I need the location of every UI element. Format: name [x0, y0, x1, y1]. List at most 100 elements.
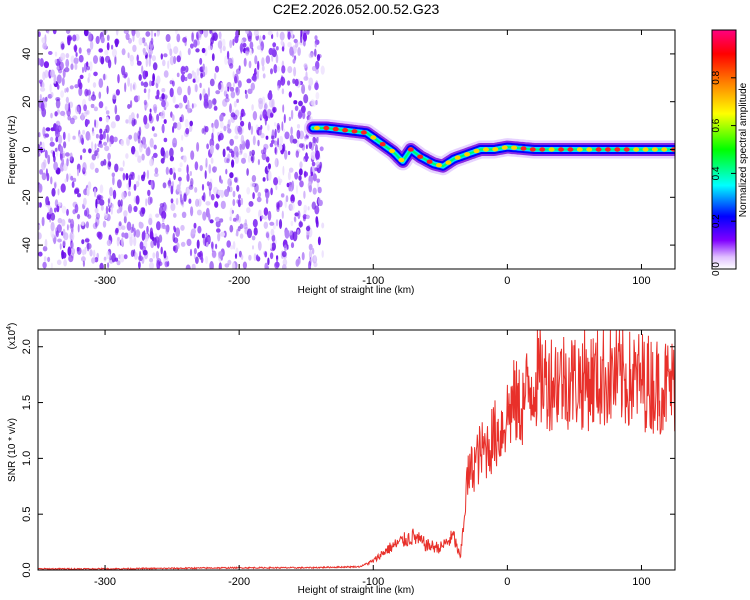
noise-cell	[288, 116, 291, 122]
noise-cell	[138, 37, 143, 46]
noise-cell	[236, 213, 240, 221]
noise-cell	[159, 203, 165, 208]
noise-cell	[88, 96, 92, 102]
spectrogram-x-tick-label: 0	[504, 275, 510, 287]
noise-cell	[240, 134, 245, 145]
noise-cell	[156, 221, 161, 231]
noise-cell	[287, 80, 291, 86]
noise-cell	[288, 167, 294, 173]
noise-cell	[68, 255, 74, 263]
spectrogram-y-tick-label: -20	[21, 189, 33, 205]
noise-cell	[250, 182, 255, 188]
spectrogram-y-label: Frequency (Hz)	[7, 116, 18, 185]
noise-cell	[316, 54, 321, 62]
noise-cell	[169, 55, 175, 66]
noise-cell	[135, 195, 140, 205]
noise-cell	[208, 181, 213, 191]
noise-cell	[223, 125, 227, 132]
noise-cell	[296, 184, 298, 195]
noise-cell	[102, 220, 107, 228]
noise-cell	[233, 100, 237, 108]
noise-cell	[173, 172, 177, 181]
noise-cell	[211, 122, 214, 128]
noise-cell	[168, 183, 172, 189]
noise-cell	[119, 253, 125, 263]
noise-cell	[127, 52, 130, 59]
noise-cell	[153, 144, 157, 150]
noise-cell	[303, 204, 308, 213]
noise-cell	[132, 82, 137, 91]
noise-cell	[212, 98, 217, 105]
noise-cell	[257, 139, 260, 147]
noise-cell	[169, 80, 174, 85]
noise-cell	[148, 113, 152, 122]
noise-cell	[196, 239, 200, 249]
noise-cell	[57, 202, 62, 207]
noise-cell	[246, 228, 253, 239]
noise-cell	[231, 209, 234, 214]
noise-cell	[82, 162, 87, 172]
noise-cell	[270, 243, 273, 250]
noise-cell	[78, 54, 84, 63]
noise-cell	[127, 104, 131, 109]
noise-cell	[307, 206, 310, 211]
signal-peak	[351, 129, 358, 134]
noise-cell	[117, 74, 120, 84]
noise-cell	[88, 72, 91, 79]
noise-cell	[41, 216, 45, 227]
noise-cell	[250, 125, 254, 135]
noise-cell	[94, 143, 97, 150]
signal-peak	[464, 152, 471, 157]
noise-cell	[176, 72, 180, 78]
signal-peak	[548, 147, 555, 152]
noise-cell	[85, 119, 90, 125]
noise-cell	[94, 167, 99, 173]
noise-cell	[77, 223, 80, 233]
noise-cell	[86, 187, 90, 197]
noise-cell	[64, 152, 70, 157]
spectrogram-y-tick-label: 20	[21, 96, 33, 108]
noise-cell	[215, 220, 221, 228]
noise-cell	[216, 228, 221, 233]
noise-cell	[174, 104, 179, 109]
noise-cell	[291, 30, 294, 39]
noise-cell	[163, 250, 167, 259]
noise-cell	[65, 53, 70, 59]
noise-cell	[206, 143, 210, 150]
noise-cell	[145, 31, 151, 37]
noise-cell	[275, 184, 278, 191]
noise-cell	[252, 245, 254, 250]
noise-cell	[152, 252, 156, 259]
noise-cell	[212, 124, 215, 134]
spectrogram-y-tick-label: 0	[21, 146, 33, 152]
noise-cell	[265, 232, 270, 239]
noise-cell	[250, 82, 255, 91]
noise-cell	[312, 136, 316, 144]
noise-cell	[142, 249, 148, 256]
noise-cell	[176, 55, 181, 63]
noise-cell	[211, 35, 216, 41]
noise-cell	[38, 232, 42, 240]
snr-x-ticks: -300 -200 -100 0 100	[94, 330, 651, 588]
noise-cell	[293, 38, 298, 44]
noise-cell	[140, 81, 144, 86]
spectrogram-x-label: Height of straight line (km)	[298, 285, 415, 296]
noise-cell	[201, 47, 206, 54]
noise-cell	[41, 172, 47, 181]
noise-cell	[91, 257, 96, 264]
noise-cell	[88, 148, 92, 154]
noise-cell	[151, 55, 156, 62]
noise-cell	[56, 84, 60, 90]
noise-cell	[79, 74, 84, 80]
noise-cell	[255, 124, 259, 131]
snr-x-tick-label: -200	[228, 576, 250, 588]
noise-cell	[125, 153, 129, 159]
noise-cell	[108, 161, 112, 168]
noise-cell	[61, 250, 64, 260]
noise-cell	[127, 77, 130, 87]
noise-cell	[152, 62, 158, 71]
noise-cell	[197, 30, 202, 38]
noise-cell	[63, 259, 67, 267]
noise-cell	[69, 152, 73, 161]
noise-cell	[46, 214, 51, 220]
